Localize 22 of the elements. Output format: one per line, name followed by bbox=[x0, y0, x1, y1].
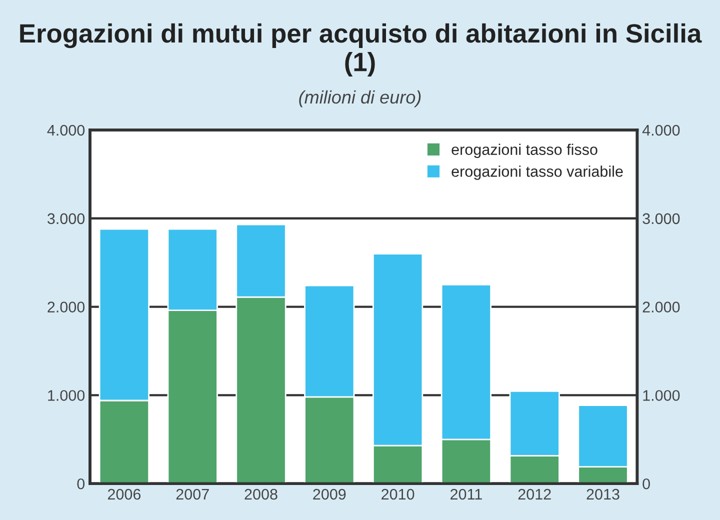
x-tick-label: 2006 bbox=[108, 488, 141, 500]
y-tick-label: 4.000 bbox=[47, 124, 85, 136]
y2-tick-label: 3.000 bbox=[642, 213, 680, 224]
x-tick-label: 2009 bbox=[313, 488, 346, 500]
y-tick-label: 3.000 bbox=[47, 213, 85, 224]
x-tick-label: 2011 bbox=[450, 488, 482, 500]
y2-tick-label: 0 bbox=[642, 478, 650, 490]
x-tick-label: 2010 bbox=[382, 488, 414, 500]
x-tick-label: 2012 bbox=[518, 488, 551, 500]
x-tick-label: 2007 bbox=[176, 488, 209, 500]
x-tick-label: 2008 bbox=[244, 488, 278, 500]
y-tick-label: 1.000 bbox=[48, 390, 85, 401]
y-tick-label: 2.000 bbox=[48, 302, 85, 312]
chart-subtitle: (milioni di euro) bbox=[299, 90, 421, 108]
y2-tick-label: 4.000 bbox=[642, 124, 680, 136]
chart-title: Erogazioni di mutui per acquisto di abitazioni in Sicilia (1) bbox=[20, 23, 702, 77]
y-tick-label: 0 bbox=[77, 478, 85, 490]
legend-label: erogazioni tasso fisso bbox=[452, 144, 598, 158]
legend-label: erogazioni tasso variabile bbox=[452, 166, 623, 180]
y2-tick-label: 1.000 bbox=[643, 390, 680, 401]
y2-tick-label: 2.000 bbox=[642, 302, 680, 312]
x-tick-label: 2013 bbox=[586, 488, 620, 500]
